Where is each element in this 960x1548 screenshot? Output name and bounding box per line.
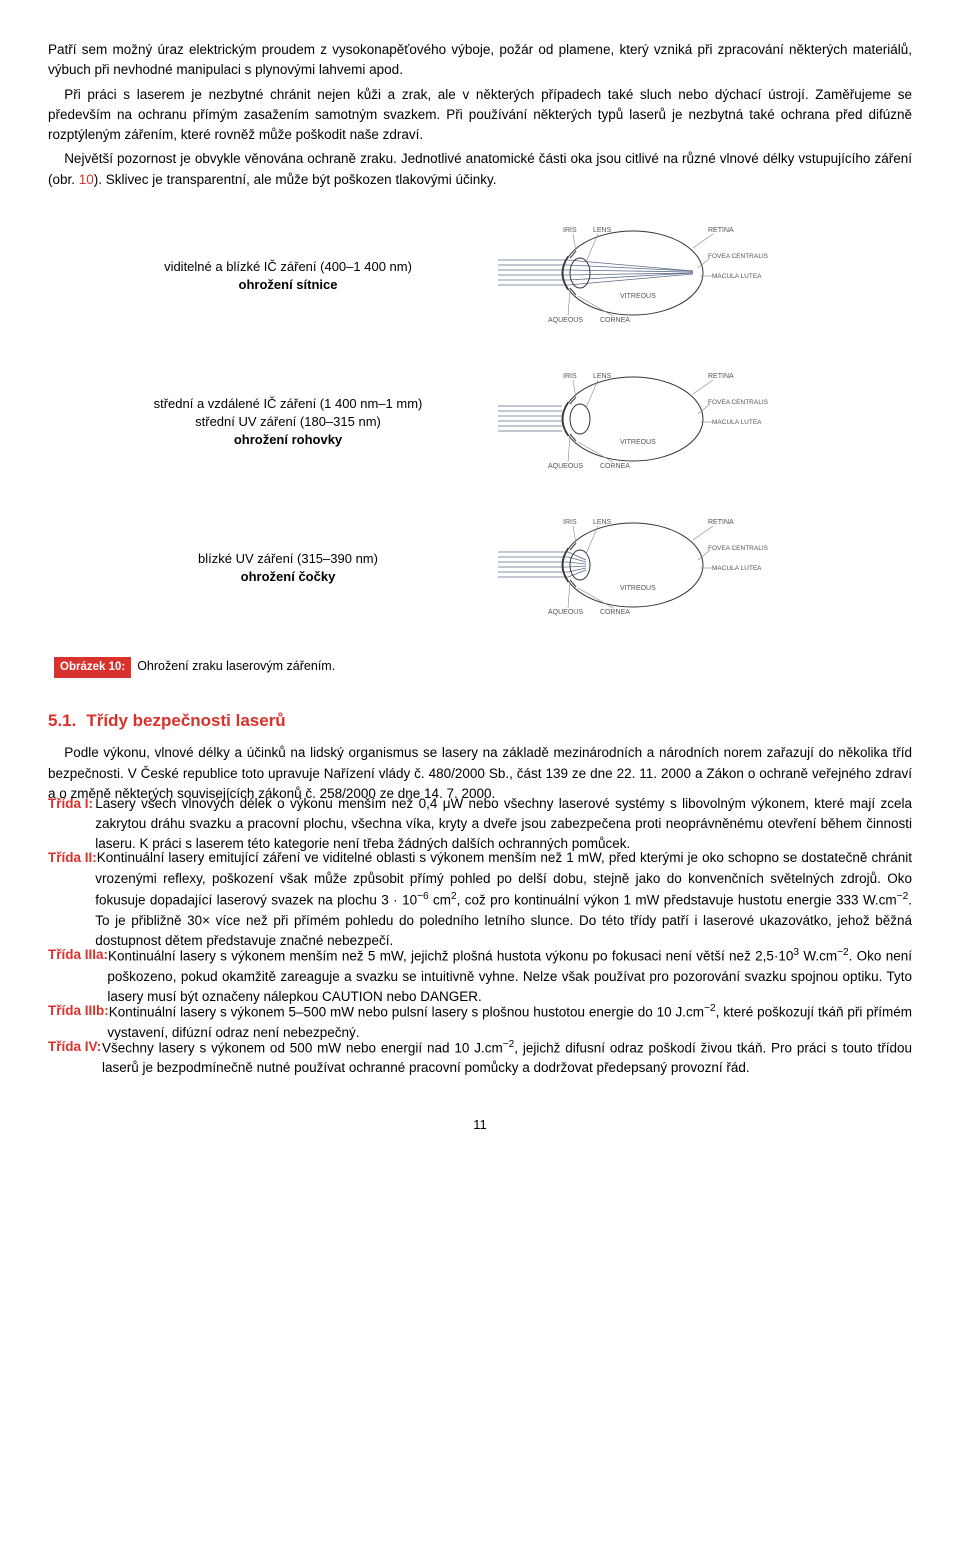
label-cornea: CORNEA [600, 317, 630, 324]
def-4a: Všechny lasery s výkonem od 500 mW nebo … [102, 1040, 503, 1055]
label-iris: IRIS [563, 227, 577, 234]
label-retina-3: RETINA [708, 519, 734, 526]
label-fovea-3: FOVEA CENTRALIS [708, 545, 769, 552]
eye-diagram-3: IRIS LENS RETINA FOVEA CENTRALIS MACULA … [498, 510, 778, 626]
def-2-sup1: −6 [417, 891, 429, 902]
def-trida-1: Třída I: Lasery všech vlnových délek o v… [48, 794, 912, 855]
def-3b-label: Třída IIIb: [48, 1001, 109, 1021]
figure-row-2: střední a vzdálené IČ záření (1 400 nm–1… [48, 364, 912, 480]
def-3b-sup1: −2 [704, 1003, 716, 1014]
def-2-label: Třída II: [48, 848, 97, 868]
label-iris-3: IRIS [563, 519, 577, 526]
def-1-body: Lasery všech vlnových délek o výkonu men… [48, 794, 912, 855]
figure-ref-link: 10 [79, 172, 94, 187]
label-fovea: FOVEA CENTRALIS [708, 253, 769, 260]
def-trida-2: Třída II: Kontinuální lasery emitující z… [48, 848, 912, 951]
figure-caption: Obrázek 10: Ohrožení zraku laserovým záře… [54, 657, 912, 678]
fig-row2-line2: střední UV záření (180–315 nm) [195, 414, 381, 429]
label-retina-2: RETINA [708, 373, 734, 380]
label-macula-2: MACULA LUTEA [712, 419, 762, 426]
def-4-sup1: −2 [503, 1039, 515, 1050]
def-2b: cm [429, 892, 451, 907]
def-trida-3a: Třída IIIa: Kontinuální lasery s výkonem… [48, 945, 912, 1007]
section-title: Třídy bezpečnosti laserů [86, 711, 285, 730]
section-heading: 5.1. Třídy bezpečnosti laserů [48, 708, 912, 734]
paragraph-2: Při práci s laserem je nezbytné chránit … [48, 85, 912, 146]
paragraph-1: Patří sem možný úraz elektrickým proudem… [48, 40, 912, 81]
figure-row-2-text: střední a vzdálené IČ záření (1 400 nm–1… [48, 395, 478, 450]
label-macula-3: MACULA LUTEA [712, 565, 762, 572]
def-3b-a: Kontinuální lasery s výkonem 5–500 mW ne… [109, 1004, 704, 1019]
def-3a-sup2: −2 [837, 947, 849, 958]
label-vitreous-3: VITREOUS [620, 585, 656, 592]
label-vitreous: VITREOUS [620, 293, 656, 300]
label-retina: RETINA [708, 227, 734, 234]
label-iris-2: IRIS [563, 373, 577, 380]
label-lens-2: LENS [593, 373, 612, 380]
def-2-body: Kontinuální lasery emitující záření ve v… [48, 848, 912, 951]
figure-10: viditelné a blízké IČ záření (400–1 400 … [48, 218, 912, 678]
label-macula: MACULA LUTEA [712, 273, 762, 280]
label-cornea-2: CORNEA [600, 463, 630, 470]
figure-row-1: viditelné a blízké IČ záření (400–1 400 … [48, 218, 912, 334]
def-trida-4: Třída IV: Všechny lasery s výkonem od 50… [48, 1037, 912, 1079]
label-cornea-3: CORNEA [600, 609, 630, 616]
def-3a-b: W.cm [799, 948, 837, 963]
figure-row-3-text: blízké UV záření (315–390 nm) ohrožení č… [48, 550, 478, 586]
label-vitreous-2: VITREOUS [620, 439, 656, 446]
page-number: 11 [48, 1115, 912, 1135]
figure-row-3: blízké UV záření (315–390 nm) ohrožení č… [48, 510, 912, 626]
label-aqueous: AQUEOUS [548, 317, 583, 324]
figure-row-1-text: viditelné a blízké IČ záření (400–1 400 … [48, 258, 478, 294]
fig-row1-line2: ohrožení sítnice [239, 277, 338, 292]
fig-row3-line2: ohrožení čočky [241, 569, 336, 584]
def-2-sup3: −2 [897, 891, 909, 902]
def-4-label: Třída IV: [48, 1037, 101, 1057]
fig-row1-line1: viditelné a blízké IČ záření (400–1 400 … [164, 259, 412, 274]
figure-caption-text: Ohrožení zraku laserovým zářením. [137, 659, 335, 673]
fig-row3-line1: blízké UV záření (315–390 nm) [198, 551, 378, 566]
def-3a-a: Kontinuální lasery s výkonem menším než … [108, 948, 793, 963]
fig-row2-line1: střední a vzdálené IČ záření (1 400 nm–1… [154, 396, 423, 411]
paragraph-3: Největší pozornost je obvykle věnována o… [48, 149, 912, 190]
p3-text-b: ). Sklivec je transparentní, ale může bý… [94, 172, 497, 187]
label-aqueous-2: AQUEOUS [548, 463, 583, 470]
def-4-body: Všechny lasery s výkonem od 500 mW nebo … [48, 1037, 912, 1079]
label-lens: LENS [593, 227, 612, 234]
definition-list: Třída I: Lasery všech vlnových délek o v… [48, 794, 912, 1079]
def-3a-body: Kontinuální lasery s výkonem menším než … [48, 945, 912, 1007]
label-fovea-2: FOVEA CENTRALIS [708, 399, 769, 406]
section-num: 5.1. [48, 711, 76, 730]
eye-diagram-1: IRIS LENS RETINA FOVEA CENTRALIS MACULA … [498, 218, 778, 334]
figure-caption-label: Obrázek 10: [54, 657, 131, 678]
fig-row2-line3: ohrožení rohovky [234, 432, 342, 447]
label-aqueous-3: AQUEOUS [548, 609, 583, 616]
eye-diagram-2: IRIS LENS RETINA FOVEA CENTRALIS MACULA … [498, 364, 778, 480]
label-lens-3: LENS [593, 519, 612, 526]
def-2c: , což pro kontinuální výkon 1 mW předsta… [457, 892, 897, 907]
